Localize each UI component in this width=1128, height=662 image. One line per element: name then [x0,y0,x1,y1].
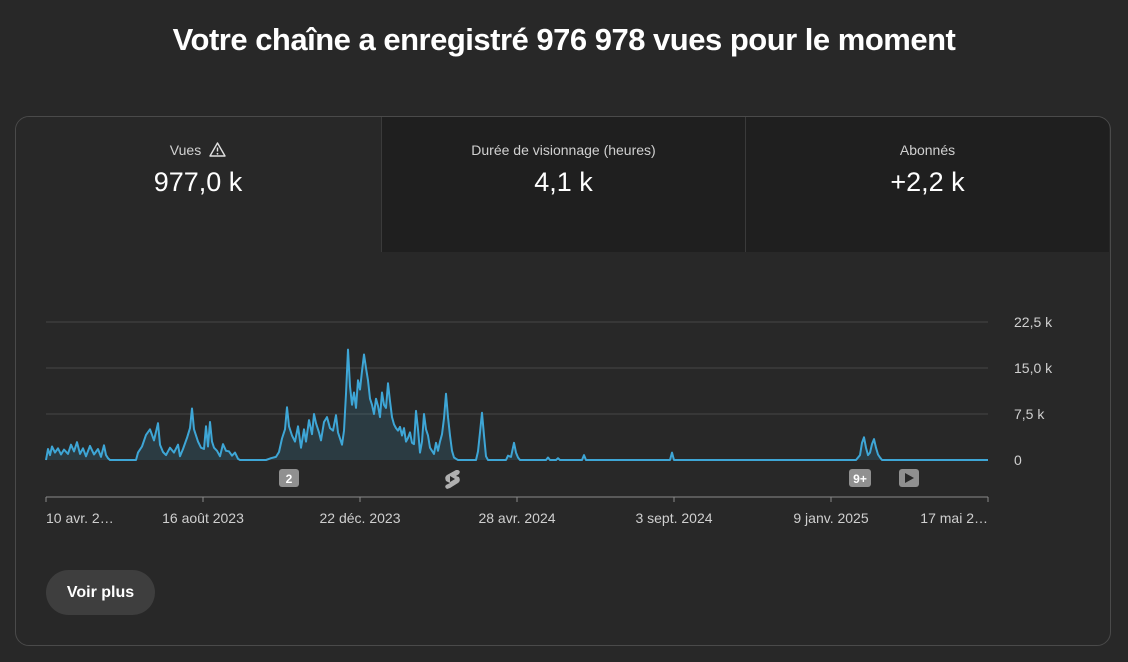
x-tick-label: 16 août 2023 [162,510,244,526]
x-tick-label: 22 déc. 2023 [320,510,401,526]
badge-label: 2 [286,472,293,486]
tab-subscribers[interactable]: Abonnés +2,2 k [745,117,1109,252]
x-tick-label: 17 mai 2… [920,510,988,526]
badge-background [849,469,871,487]
metric-tabs: Vues 977,0 k Durée de visionnage (heures… [16,117,1110,252]
play-icon [899,469,919,487]
y-tick-label: 15,0 k [1014,360,1053,376]
y-tick-label: 0 [1014,452,1022,468]
badge-background [279,469,299,487]
tab-views-value: 977,0 k [153,167,243,197]
tab-watch-time[interactable]: Durée de visionnage (heures) 4,1 k [381,117,745,252]
tab-views-label-text: Vues [169,142,202,158]
shorts-icon [445,470,460,489]
x-tick-label: 3 sept. 2024 [635,510,712,526]
tab-subscribers-value: +2,2 k [890,167,965,197]
tab-watch-time-value: 4,1 k [534,167,593,197]
page-headline: Votre chaîne a enregistré 976 978 vues p… [172,22,956,57]
series-area [46,349,988,460]
analytics-card: Vues 977,0 k Durée de visionnage (heures… [15,116,1111,646]
tab-views-label: Vues [16,142,380,160]
count-badge-marker: 9+ [849,469,871,487]
tab-watch-time-label: Durée de visionnage (heures) [471,142,656,158]
play-triangle [905,473,914,483]
tab-subscribers-label: Abonnés [899,142,956,158]
count-badge-marker: 2 [279,469,299,487]
series-line [45,348,988,461]
tab-views[interactable]: Vues 977,0 k [16,117,380,252]
warning-triangle-icon [209,142,226,160]
x-tick-label: 9 janv. 2025 [793,510,868,526]
y-tick-label: 7,5 k [1014,406,1045,422]
see-more-button[interactable]: Voir plus [46,570,155,615]
x-tick-label: 28 avr. 2024 [478,510,555,526]
x-tick-label: 10 avr. 2… [46,510,114,526]
badge-label: 9+ [853,472,867,486]
shorts-play [450,476,455,482]
y-tick-label: 22,5 k [1014,314,1053,330]
